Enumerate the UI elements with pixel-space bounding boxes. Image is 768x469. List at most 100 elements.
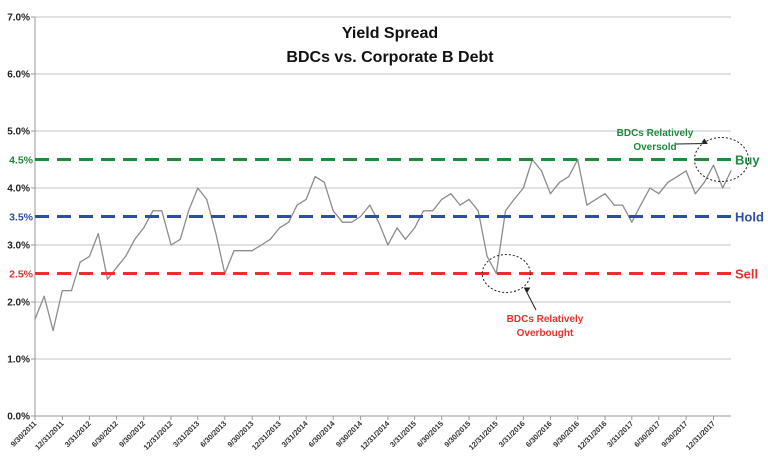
overbought-label-line-2: Overbought — [517, 328, 574, 339]
data-point — [422, 210, 425, 212]
annotations: BDCs Relatively Oversold BDCs Relatively Ov… — [481, 128, 749, 339]
data-point — [197, 187, 199, 189]
data-point — [595, 198, 597, 200]
x-tick-label: 6/30/2012 — [90, 419, 120, 449]
reference-lines: 4.5% Buy 3.5% Hold 2.5% Sell — [9, 153, 764, 282]
data-point — [477, 210, 479, 212]
data-point — [441, 198, 443, 200]
data-point — [387, 244, 389, 246]
oversold-arrowhead — [701, 138, 708, 144]
y-tick-label: 6.0% — [7, 70, 30, 81]
data-point — [43, 295, 45, 297]
x-tick-label: 12/31/2013 — [250, 419, 283, 452]
x-tick-label: 6/30/2016 — [524, 419, 554, 449]
x-tick-label: 12/31/2017 — [684, 419, 717, 452]
data-point — [288, 221, 290, 223]
x-tick-label: 3/31/2016 — [497, 419, 527, 449]
data-point — [703, 181, 705, 183]
data-point — [143, 227, 145, 229]
data-point — [414, 227, 416, 229]
x-tick-label: 3/31/2014 — [280, 418, 311, 449]
x-tick-label: 12/31/2012 — [142, 419, 175, 452]
data-point — [468, 198, 470, 200]
data-point — [260, 244, 262, 246]
data-point — [621, 204, 624, 206]
reference-label-right: Sell — [735, 267, 758, 282]
data-point — [549, 193, 551, 195]
data-point — [161, 210, 163, 212]
overbought-label-line-1: BDCs Relatively — [507, 314, 584, 325]
data-point — [658, 193, 660, 195]
overbought-ellipse — [481, 254, 531, 293]
y-tick-label: 1.0% — [7, 355, 30, 366]
x-tick-label: 12/31/2016 — [576, 419, 609, 452]
data-point — [522, 187, 524, 189]
data-point — [459, 204, 461, 206]
data-point — [97, 233, 99, 235]
data-point — [649, 187, 651, 189]
data-point — [631, 221, 633, 223]
x-tick-label: 3/31/2012 — [63, 419, 93, 449]
data-point — [251, 250, 253, 252]
x-tick-label: 12/31/2011 — [33, 419, 66, 452]
data-point — [152, 210, 154, 212]
chart-title-line-2: BDCs vs. Corporate B Debt — [286, 49, 494, 66]
reference-label-right: Hold — [735, 210, 764, 225]
data-point — [450, 193, 452, 195]
data-point — [640, 204, 642, 206]
data-point — [115, 267, 117, 269]
overbought-arrowhead — [524, 287, 531, 293]
data-point — [233, 250, 235, 252]
data-point — [586, 204, 588, 206]
yield-spread-line — [34, 158, 732, 332]
data-point — [314, 176, 316, 178]
data-point — [613, 204, 615, 206]
data-point — [187, 210, 190, 212]
data-point — [504, 210, 507, 212]
chart-title-line-1: Yield Spread — [342, 25, 438, 42]
x-tick-label: 6/30/2013 — [198, 419, 228, 449]
data-point — [359, 215, 362, 218]
data-point — [179, 238, 181, 240]
x-tick-label: 6/30/2014 — [307, 418, 338, 449]
y-tick-label: 5.0% — [7, 127, 30, 138]
x-tick-label: 12/31/2015 — [467, 419, 500, 452]
y-tick-label: 4.0% — [7, 184, 30, 195]
y-tick-label: 2.0% — [7, 298, 30, 309]
data-point — [323, 181, 325, 183]
data-point — [88, 255, 90, 257]
data-point — [52, 329, 54, 332]
data-point — [577, 158, 579, 161]
data-point — [70, 290, 73, 292]
x-tick-label: 3/31/2017 — [605, 419, 635, 449]
data-point — [694, 193, 696, 195]
overbought-arrow — [523, 287, 537, 311]
data-point — [378, 221, 380, 223]
data-point — [730, 170, 732, 172]
data-point — [242, 250, 244, 252]
data-point — [170, 244, 172, 246]
data-point — [278, 227, 281, 229]
data-point — [722, 187, 724, 189]
gridlines — [35, 16, 731, 417]
data-point — [79, 261, 81, 263]
series — [34, 158, 732, 332]
y-tick-label: 0.0% — [7, 412, 30, 423]
reference-label-left: 4.5% — [9, 155, 34, 167]
data-point — [34, 318, 36, 320]
data-point — [296, 204, 298, 206]
data-point — [513, 198, 515, 200]
data-point — [712, 164, 715, 166]
data-point — [341, 221, 344, 223]
data-point — [134, 238, 136, 240]
x-tick-label: 3/31/2015 — [388, 419, 418, 449]
data-point — [676, 176, 678, 178]
oversold-ellipse — [693, 137, 749, 182]
x-axis-ticks: 9/30/201112/31/20113/31/20126/30/20129/3… — [9, 416, 717, 452]
y-tick-label: 7.0% — [7, 13, 30, 24]
data-point — [351, 221, 353, 223]
data-point — [540, 170, 543, 172]
data-point — [125, 255, 127, 257]
reference-label-right: Buy — [735, 153, 760, 168]
